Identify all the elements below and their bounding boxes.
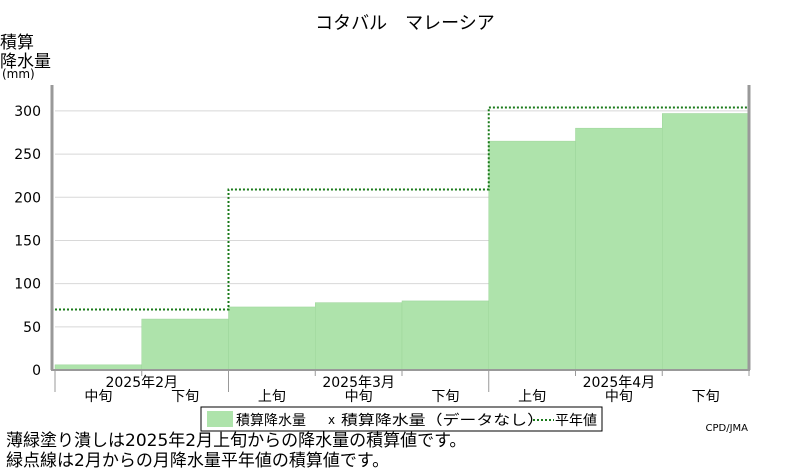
y-tick-label-5: 250 — [14, 147, 41, 163]
month-label-1: 2025年3月 — [322, 375, 395, 391]
normal-step-line — [55, 106, 749, 311]
note-fill-description: 薄緑塗り潰しは2025年2月上旬からの降水量の積算値です。 — [6, 431, 467, 451]
x-tick-label-1: 下旬 — [171, 389, 199, 405]
y-tick-label-2: 100 — [14, 277, 41, 293]
note-line-description: 緑点線は2月からの月降水量平年値の積算値です。 — [6, 451, 390, 471]
legend-box — [200, 406, 603, 432]
plot-frame — [50, 85, 751, 392]
bar-1 — [141, 318, 229, 371]
bar-7 — [662, 113, 750, 371]
bar-3 — [315, 302, 403, 371]
y-axis-label-line-1: 積算 — [0, 33, 34, 53]
bar-6 — [575, 127, 663, 371]
y-tick-label-4: 200 — [14, 190, 41, 206]
credit-label: CPD/JMA — [706, 423, 749, 434]
bar-5 — [488, 140, 576, 371]
x-tick-label-4: 下旬 — [431, 389, 459, 405]
y-axis-unit: (mm) — [2, 67, 35, 81]
y-axis-label-line-2: 降水量 — [0, 52, 51, 72]
legend: 積算降水量 x 積算降水量（データなし） 平年値 — [200, 406, 603, 432]
y-tick-label-3: 150 — [14, 233, 41, 249]
x-tick-label-0: 中旬 — [84, 389, 112, 405]
legend-label-normal: 平年値 — [555, 413, 597, 429]
y-tick-label-6: 300 — [14, 104, 41, 120]
normal-line — [55, 106, 749, 311]
bar-2 — [228, 306, 316, 371]
y-tick-label-0: 0 — [32, 363, 41, 379]
precipitation-bars — [54, 113, 750, 371]
bar-4 — [401, 300, 489, 371]
y-tick-label-1: 50 — [23, 320, 41, 336]
x-tick-label-2: 上旬 — [258, 389, 286, 405]
legend-label-precip: 積算降水量 — [236, 413, 306, 429]
x-tick-label-6: 中旬 — [605, 389, 633, 405]
x-tick-label-5: 上旬 — [518, 389, 546, 405]
month-label-0: 2025年2月 — [105, 375, 178, 391]
x-tick-label-3: 中旬 — [345, 389, 373, 405]
chart-title: コタバル マレーシア — [315, 13, 495, 34]
month-label-2: 2025年4月 — [583, 375, 656, 391]
legend-nodata-marker: x — [328, 413, 335, 427]
x-tick-label-7: 下旬 — [692, 389, 720, 405]
legend-label-nodata: 積算降水量（データなし） — [341, 412, 544, 429]
legend-swatch-precip — [207, 411, 233, 427]
y-tick-labels: 0 50 100 150 200 250 300 — [14, 104, 41, 379]
